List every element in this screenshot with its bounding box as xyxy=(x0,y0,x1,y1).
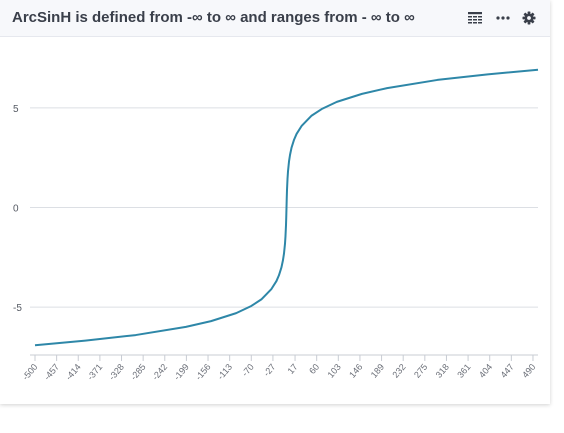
x-tick-label: -500 xyxy=(20,362,39,382)
series-line-0 xyxy=(34,68,539,347)
x-tick-label: -242 xyxy=(150,362,169,382)
x-tick-label: -457 xyxy=(42,362,61,382)
x-tick-label: 404 xyxy=(477,362,494,380)
x-tick-label: 17 xyxy=(285,362,299,376)
chart-title: ArcSinH is defined from -∞ to ∞ and rang… xyxy=(12,9,415,26)
x-axis: -500 -457 -414 -371 -328 -285 -242 -199 -156 -113… xyxy=(20,354,538,382)
x-tick-label: 189 xyxy=(369,362,386,380)
y-tick-label: 5 xyxy=(13,104,19,115)
y-axis: 5 0 -5 xyxy=(13,104,22,314)
grid-lines xyxy=(30,107,538,308)
x-tick-label: 275 xyxy=(412,362,429,380)
x-tick-label: -113 xyxy=(215,362,234,382)
x-tick-label: -285 xyxy=(128,362,147,382)
chart-header: ArcSinH is defined from -∞ to ∞ and rang… xyxy=(0,0,550,37)
x-tick-label: 490 xyxy=(520,362,537,380)
gear-icon[interactable] xyxy=(520,9,538,27)
x-tick-label: 60 xyxy=(307,362,321,376)
table-icon[interactable] xyxy=(466,9,484,27)
x-tick-label: 146 xyxy=(347,362,364,380)
series-layer xyxy=(34,68,539,347)
x-tick-label: 318 xyxy=(434,362,451,380)
x-tick-label: 232 xyxy=(390,362,407,380)
x-tick-label: -156 xyxy=(193,362,212,382)
x-tick-label: -371 xyxy=(85,362,104,382)
x-tick-label: 447 xyxy=(499,362,516,380)
chart-card: ArcSinH is defined from -∞ to ∞ and rang… xyxy=(0,0,550,383)
x-tick-label: -199 xyxy=(172,362,191,382)
x-tick-label: -70 xyxy=(240,362,256,378)
x-tick-label: 361 xyxy=(455,362,472,380)
y-tick-label: 0 xyxy=(13,204,19,215)
more-icon[interactable] xyxy=(494,9,512,27)
y-tick-label: -5 xyxy=(13,303,22,314)
x-tick-label: -414 xyxy=(64,362,83,382)
x-tick-label: -27 xyxy=(261,362,277,378)
x-tick-label: -328 xyxy=(107,362,126,382)
chart-plot: 5 0 -5 -500 -457 -414 -371 -328 -285 -242 -199 -15… xyxy=(13,68,539,382)
x-tick-label: 103 xyxy=(326,362,343,380)
